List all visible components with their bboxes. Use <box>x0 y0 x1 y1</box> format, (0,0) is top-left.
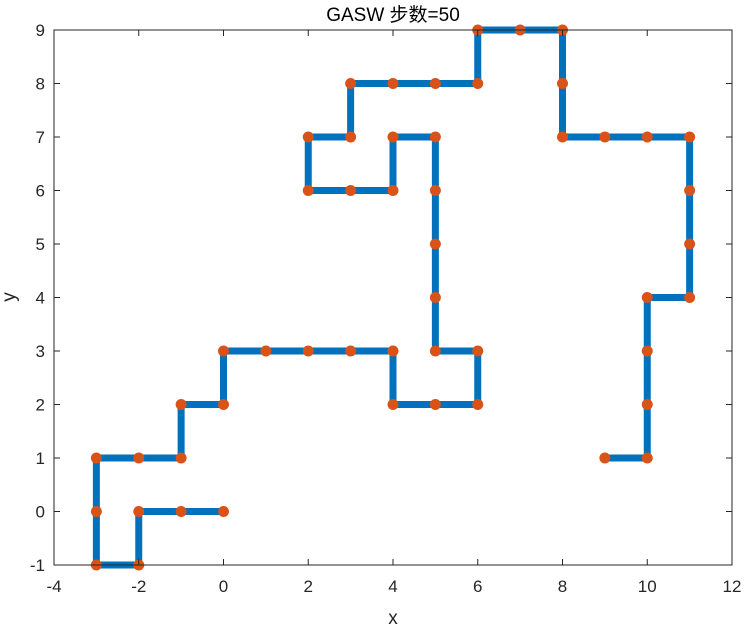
x-tick-label: 0 <box>219 577 228 596</box>
step-point <box>302 185 314 196</box>
x-tick-label: 6 <box>473 577 482 596</box>
step-point <box>218 399 229 410</box>
step-point <box>345 185 357 196</box>
step-point <box>641 292 653 303</box>
step-point <box>302 131 314 143</box>
step-point <box>90 452 102 464</box>
x-tick-label: 8 <box>558 577 567 596</box>
y-tick-label: -1 <box>30 556 45 575</box>
x-tick-label: 2 <box>304 577 313 596</box>
x-axis-label: x <box>388 608 398 627</box>
step-point <box>218 345 229 357</box>
step-point <box>90 506 102 517</box>
y-axis-label: y <box>0 292 20 302</box>
x-tick-label: 10 <box>638 577 657 596</box>
step-point <box>345 345 357 357</box>
step-point <box>387 78 399 89</box>
step-point <box>345 131 357 143</box>
step-point <box>557 131 568 143</box>
x-tick-label: 4 <box>388 577 397 596</box>
y-tick-label: 7 <box>36 128 45 147</box>
step-point <box>684 131 696 143</box>
step-point <box>684 238 696 250</box>
y-tick-label: 5 <box>36 235 45 254</box>
y-tick-label: 8 <box>36 75 45 94</box>
step-point <box>557 78 568 89</box>
step-point <box>429 345 441 357</box>
step-point <box>175 506 187 517</box>
step-point <box>133 506 145 517</box>
step-point <box>641 452 653 464</box>
step-point <box>387 399 399 410</box>
plot-area <box>54 30 732 565</box>
step-point <box>641 399 653 410</box>
step-point <box>218 506 229 517</box>
step-point <box>345 78 357 89</box>
step-point <box>175 452 187 464</box>
step-point <box>641 345 653 357</box>
y-tick-label: 4 <box>36 289 45 308</box>
y-tick-label: 0 <box>36 503 45 522</box>
step-point <box>472 345 484 357</box>
step-point <box>684 292 696 303</box>
step-point <box>387 345 399 357</box>
x-axis: -4 -2 0 2 4 6 8 10 12 <box>46 30 741 596</box>
x-tick-label: -4 <box>46 577 61 596</box>
step-point <box>429 238 441 250</box>
step-point <box>599 131 611 143</box>
step-point <box>260 345 272 357</box>
step-point <box>684 185 696 196</box>
y-tick-label: 1 <box>36 449 45 468</box>
step-point <box>429 78 441 89</box>
step-point <box>302 345 314 357</box>
step-point <box>429 399 441 410</box>
step-point <box>429 131 441 143</box>
step-point <box>175 399 187 410</box>
x-tick-label: -2 <box>131 577 146 596</box>
step-point <box>429 185 441 196</box>
chart-title: GASW 步数=50 <box>326 4 460 26</box>
y-tick-label: 2 <box>36 396 45 415</box>
walk-markers <box>90 24 696 571</box>
step-point <box>387 131 399 143</box>
step-point <box>133 452 145 464</box>
step-point <box>641 131 653 143</box>
y-axis: -1 0 1 2 3 4 5 6 7 8 9 <box>30 21 732 575</box>
y-tick-label: 9 <box>36 21 45 40</box>
y-tick-label: 6 <box>36 182 45 201</box>
x-tick-label: 12 <box>723 577 742 596</box>
step-point <box>472 78 484 89</box>
step-point <box>599 452 611 464</box>
step-point <box>472 399 484 410</box>
step-point <box>387 185 399 196</box>
y-tick-label: 3 <box>36 342 45 361</box>
step-point <box>429 292 441 303</box>
